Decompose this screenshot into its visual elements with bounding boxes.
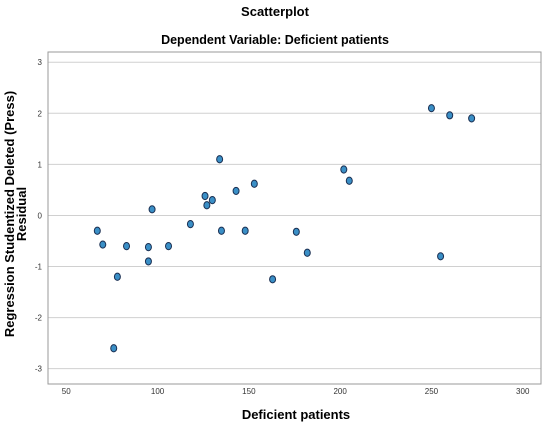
data-point (123, 241, 131, 251)
data-point (232, 186, 240, 196)
data-point (203, 201, 211, 210)
data-point (437, 252, 445, 261)
y-axis-label-line1: Regression Studentized Deleted (Press) (2, 91, 17, 337)
x-tick-label: 250 (425, 387, 439, 396)
data-point (303, 248, 311, 257)
data-point (292, 227, 300, 236)
data-point (165, 241, 173, 251)
data-point (148, 205, 156, 214)
data-point (144, 257, 152, 266)
y-tick-label: 3 (38, 58, 43, 67)
data-point (99, 240, 107, 249)
data-point-layer (93, 104, 476, 353)
data-point (93, 226, 101, 235)
data-point (216, 155, 224, 164)
tick-label-layer: -3 -2 -1 0 1 2 3 50 100 150 200 250 300 (35, 58, 530, 396)
x-axis-label: Deficient patients (242, 407, 350, 422)
data-point (208, 196, 216, 205)
data-point (345, 176, 353, 185)
data-point (113, 272, 121, 281)
x-tick-label: 200 (333, 387, 347, 396)
data-point (250, 179, 258, 188)
data-point (446, 111, 454, 120)
y-axis-label-line2: Residual (14, 187, 29, 241)
y-tick-label: -1 (35, 263, 43, 272)
data-point (110, 344, 118, 353)
y-tick-label: 2 (38, 109, 43, 118)
y-tick-label: -2 (35, 314, 43, 323)
data-point (144, 243, 152, 252)
x-tick-label: 100 (151, 387, 165, 396)
chart-subtitle: Dependent Variable: Deficient patients (161, 33, 389, 47)
x-tick-label: 50 (62, 387, 71, 396)
plot-area-frame (47, 51, 542, 385)
grid-layer (48, 61, 541, 370)
y-tick-label: 1 (38, 160, 43, 169)
data-point (241, 226, 249, 235)
y-tick-label: 0 (38, 211, 43, 220)
chart-title: Scatterplot (241, 4, 310, 19)
x-tick-label: 300 (516, 387, 530, 396)
data-point (427, 104, 435, 113)
data-point (201, 191, 209, 201)
data-point (217, 226, 225, 235)
x-tick-label: 150 (242, 387, 256, 396)
data-point (468, 114, 476, 123)
data-point (186, 220, 194, 229)
y-tick-label: -3 (35, 365, 43, 374)
data-point (340, 165, 348, 174)
data-point (269, 275, 277, 284)
